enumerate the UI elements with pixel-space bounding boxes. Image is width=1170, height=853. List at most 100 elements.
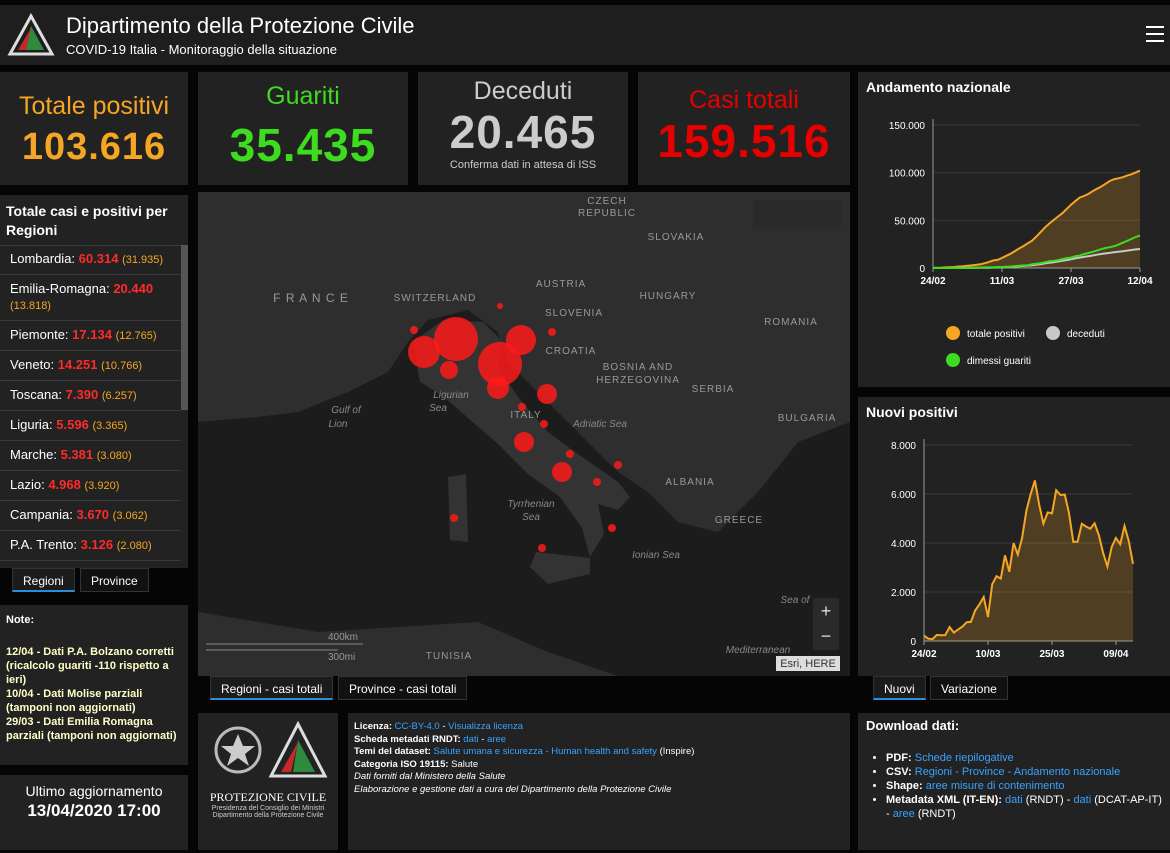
y-tick-label: 2.000 <box>891 588 916 599</box>
link[interactable]: aree misure di contenimento <box>922 780 1065 792</box>
logo-panel: PROTEZIONE CIVILE Presidenza del Consigl… <box>198 713 338 850</box>
region-row: Lombardia: 60.314 (31.935) <box>0 245 181 275</box>
map-label: HUNGARY <box>640 291 697 302</box>
tab[interactable]: Regioni <box>12 568 75 592</box>
text: (RNDT) - <box>1022 794 1074 806</box>
region-positive: (3.080) <box>96 450 132 462</box>
logo-icon <box>7 12 55 56</box>
x-tick-label: 10/03 <box>975 649 1000 660</box>
x-tick-label: 27/03 <box>1058 276 1083 287</box>
note: 29/03 - Dati Emilia Romagna parziali (ta… <box>6 716 177 742</box>
text: - <box>1004 766 1014 778</box>
note: 10/04 - Dati Molise parziali (tamponi no… <box>6 688 143 714</box>
license-line: Temi del dataset: Salute umana e sicurez… <box>354 746 844 759</box>
area <box>924 480 1133 641</box>
text: CSV: <box>886 766 912 778</box>
region-name: Puglia: <box>10 567 50 568</box>
link[interactable]: dati <box>1001 794 1023 806</box>
stat-label: Totale positivi <box>18 92 170 120</box>
download-item: PDF: Schede riepilogative <box>886 751 1162 765</box>
map-label: ALBANIA <box>665 477 714 488</box>
menu-button[interactable] <box>1146 25 1166 43</box>
link[interactable]: Schede riepilogative <box>911 752 1014 764</box>
notes-panel: Note: 12/04 - Dati P.A. Bolzano corretti… <box>0 605 188 765</box>
y-tick-label: 0 <box>919 264 925 275</box>
tab[interactable]: Province - casi totali <box>338 676 468 700</box>
link[interactable]: dati <box>1073 794 1092 806</box>
license-panel: Licenza: CC-BY-4.0 - Visualizza licenza … <box>348 713 850 850</box>
x-tick-label: 25/03 <box>1039 649 1064 660</box>
map-label: ITALY <box>510 410 541 421</box>
tab[interactable]: Province <box>80 568 149 592</box>
attribution-box <box>776 656 840 671</box>
link[interactable]: dati <box>463 733 479 745</box>
text: Salute <box>448 758 479 770</box>
link[interactable]: CC-BY-4.0 <box>394 721 440 732</box>
text: - <box>952 766 962 778</box>
license-line: Categoria ISO 19115: Salute <box>354 759 844 772</box>
notes-title: Note: <box>6 614 35 626</box>
region-name: Veneto: <box>10 357 55 372</box>
region-name: Toscana: <box>10 387 63 402</box>
y-tick-label: 50.000 <box>894 216 925 227</box>
text: PDF: <box>886 752 912 764</box>
link[interactable]: Province <box>961 766 1005 778</box>
x-tick-label: 24/02 <box>911 649 936 660</box>
zoom-out[interactable]: − <box>821 626 832 646</box>
license-line: Dati forniti dal Ministero della Salute <box>354 771 506 782</box>
region-name: Piemonte: <box>10 327 69 342</box>
link[interactable]: Regioni <box>911 766 953 778</box>
map-toolbar[interactable] <box>753 200 841 228</box>
header-title: Dipartimento della Protezione Civile <box>66 13 415 38</box>
region-total: 5.381 <box>60 447 94 462</box>
zoom-controls[interactable] <box>813 598 839 650</box>
region-row: Puglia: 3.065 (2.512) <box>0 561 181 568</box>
stat-label: Deceduti <box>473 77 573 105</box>
region-total: 20.440 <box>113 281 154 296</box>
line <box>932 169 1141 269</box>
link[interactable]: Andamento nazionale <box>1013 766 1121 778</box>
logo-line: Presidenza del Consiglio dei Ministri <box>211 805 325 812</box>
link[interactable]: aree <box>487 733 507 745</box>
link[interactable]: aree <box>892 808 915 820</box>
chart-panel: Andamento nazionale 0 50.000 100.000 150.000… <box>858 72 1170 387</box>
download-panel: Download dati: PDF: Schede riepilogative… <box>858 713 1170 850</box>
link[interactable]: Salute umana e sicurezza - Human health … <box>433 746 657 757</box>
update-label: Ultimo aggiornamento <box>25 783 163 799</box>
region-positive: (3.062) <box>112 510 148 522</box>
download-item: Shape: aree misure di contenimento <box>886 779 1162 793</box>
x-tick-label: 12/04 <box>1127 276 1152 287</box>
text: (RNDT) <box>914 808 956 820</box>
scale-km: 400km <box>328 632 358 643</box>
map-label: Adriatic Sea <box>572 419 627 430</box>
chart-title: Andamento nazionale <box>866 79 1011 95</box>
zoom-in[interactable]: + <box>821 601 832 621</box>
tab[interactable]: Nuovi <box>873 676 926 700</box>
legend-marker <box>946 326 960 340</box>
map[interactable]: CZECH REPUBLIC SLOVAKIA AUSTRIA HUNGARY … <box>198 192 850 676</box>
scrollbar <box>181 245 188 410</box>
land <box>198 192 850 532</box>
bubbles <box>408 303 622 552</box>
header-subtitle: COVID-19 Italia - Monitoraggio della sit… <box>66 42 337 57</box>
stat-note: Conferma dati in attesa di ISS <box>449 159 597 171</box>
region-row: Liguria: 5.596 (3.365) <box>0 411 181 441</box>
land <box>448 474 468 542</box>
region-row: Campania: 3.670 (3.062) <box>0 501 181 531</box>
stat-value: 159.516 <box>657 115 831 167</box>
tab[interactable]: Regioni - casi totali <box>210 676 334 700</box>
stat-card: Totale positivi 103.616 <box>0 72 188 185</box>
update-value: 13/04/2020 17:00 <box>27 801 161 820</box>
link[interactable]: Visualizza licenza <box>448 721 523 732</box>
region-name: P.A. Trento: <box>10 537 77 552</box>
map-svg: CZECH REPUBLIC SLOVAKIA AUSTRIA HUNGARY … <box>198 192 850 676</box>
region-name: Marche: <box>10 447 57 462</box>
legend-label: totale positivi <box>967 329 1025 340</box>
line <box>923 480 1134 641</box>
legend-label: dimessi guariti <box>967 356 1031 367</box>
x-tick-label: 11/03 <box>990 276 1015 287</box>
y-tick-label: 6.000 <box>891 490 916 501</box>
tab[interactable]: Variazione <box>930 676 1008 700</box>
map-label: ROMANIA <box>764 317 818 328</box>
